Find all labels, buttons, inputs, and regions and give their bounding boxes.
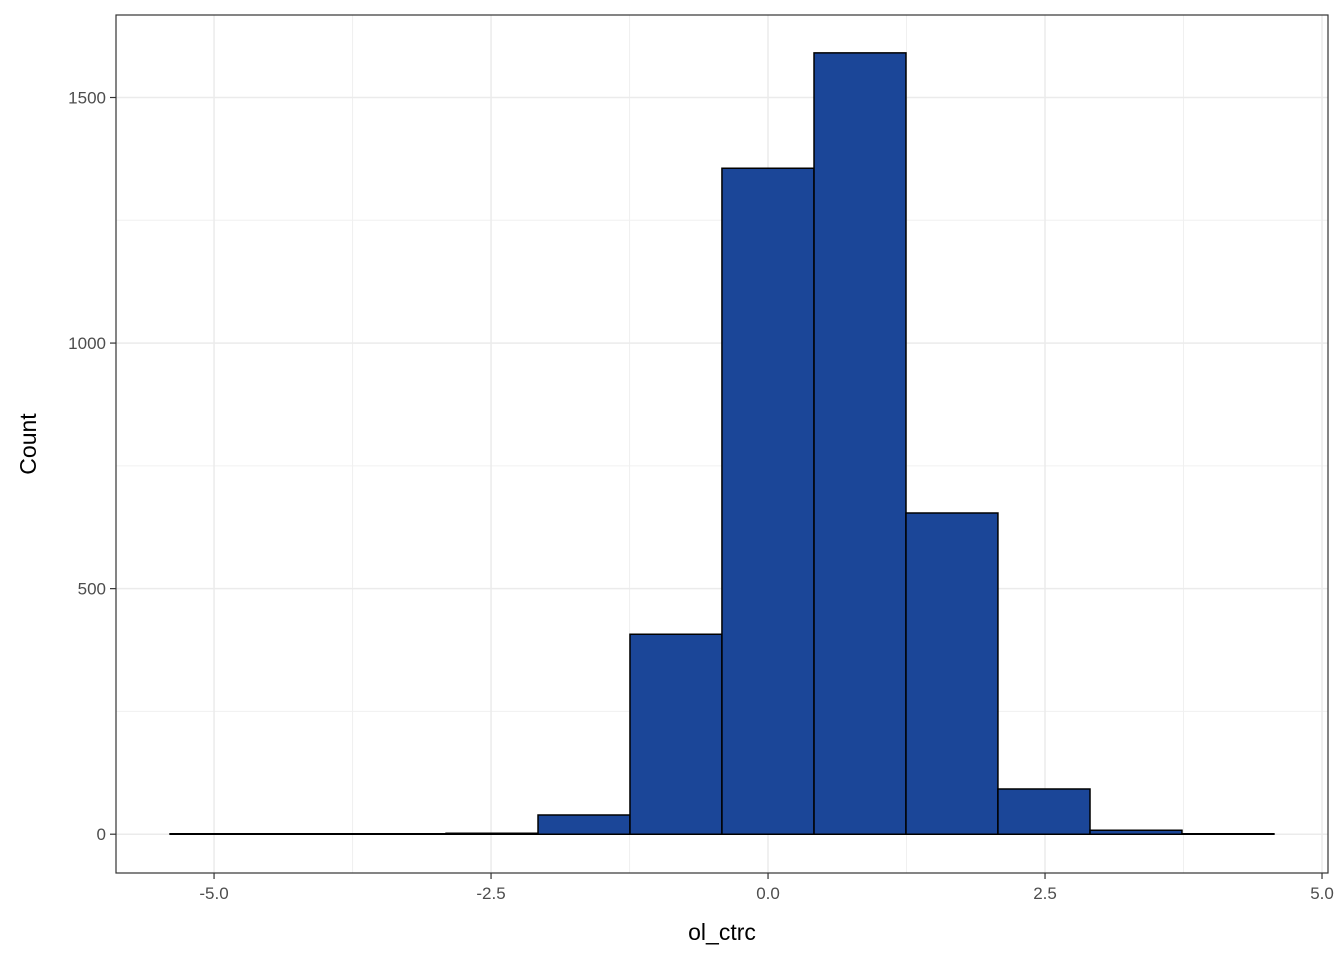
x-tick-label: 2.5 [1033,884,1057,903]
y-tick-label: 1500 [68,89,106,108]
y-axis-title: Count [15,413,41,475]
histogram-bar [905,512,999,835]
x-tick-label: -2.5 [476,884,505,903]
y-tick-label: 500 [78,580,106,599]
x-tick-label: 0.0 [756,884,780,903]
x-axis-title: ol_ctrc [688,919,756,945]
histogram-bar [445,832,539,835]
y-tick-label: 1000 [68,334,106,353]
histogram-bar [997,788,1091,835]
panel-border [115,14,1329,874]
histogram-bar [1089,829,1183,835]
histogram-bar [721,167,815,835]
histogram-bar [629,633,723,835]
histogram-bar [813,52,907,835]
histogram-bar [537,814,631,835]
y-tick-label: 0 [97,825,106,844]
x-tick-label: 5.0 [1310,884,1334,903]
x-tick-label: -5.0 [199,884,228,903]
